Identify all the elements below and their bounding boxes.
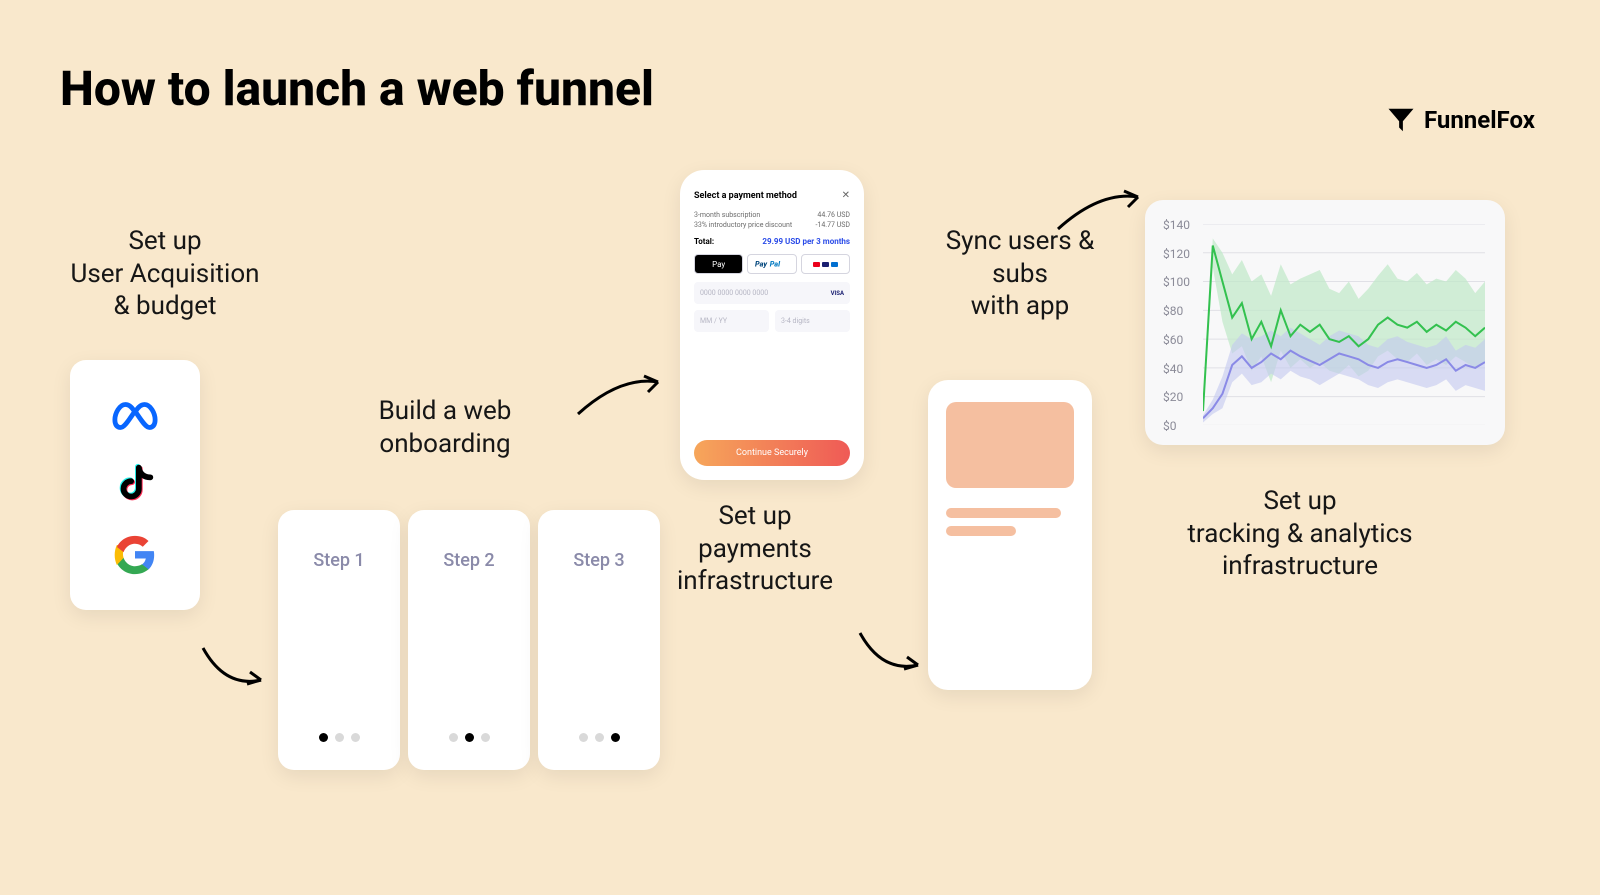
pay-total-r: 29.99 USD per 3 months — [762, 237, 850, 246]
pay-line2-r: -14.77 USD — [815, 221, 850, 229]
payment-title: Select a payment method — [694, 191, 797, 201]
analytics-card: $140 $120 $100 $80 $60 $40 $20 $0 — [1145, 200, 1505, 445]
paypal-option: PayPal — [747, 254, 796, 274]
step-3-dots — [579, 733, 620, 742]
ua-card — [70, 360, 200, 610]
brand-name: FunnelFox — [1424, 106, 1535, 134]
step-2-label: Step 2 — [443, 550, 494, 571]
arrow-1 — [195, 640, 275, 695]
sync-line-1 — [946, 508, 1061, 518]
funnelfox-icon — [1386, 105, 1416, 135]
payment-card: Select a payment method ✕ 3-month subscr… — [680, 170, 864, 480]
sync-hero-block — [946, 402, 1074, 488]
pay-line1-r: 44.76 USD — [817, 211, 850, 219]
label-payments: Set uppaymentsinfrastructure — [640, 500, 870, 598]
svg-text:Pay: Pay — [755, 259, 767, 268]
label-user-acquisition: Set upUser Acquisition& budget — [40, 225, 290, 323]
pay-line1-l: 3-month subscription — [694, 211, 760, 219]
google-icon — [112, 532, 158, 578]
step-2-dots — [449, 733, 490, 742]
step-1-label: Step 1 — [313, 550, 364, 571]
tiktok-icon — [112, 462, 158, 508]
pay-total-l: Total: — [694, 237, 714, 246]
label-analytics: Set uptracking & analyticsinfrastructure — [1145, 485, 1455, 583]
card-exp-field: MM / YY — [694, 310, 769, 332]
page-title: How to launch a web funnel — [60, 60, 654, 117]
brand-logo: FunnelFox — [1386, 105, 1535, 135]
arrow-4 — [1050, 185, 1150, 240]
step-card-3: Step 3 — [538, 510, 660, 770]
card-number-field: 0000 0000 0000 0000VISA — [694, 282, 850, 304]
sync-line-2 — [946, 526, 1016, 536]
meta-icon — [112, 392, 158, 438]
step-1-dots — [319, 733, 360, 742]
cards-option — [801, 254, 850, 274]
card-cvc-field: 3-4 digits — [775, 310, 850, 332]
arrow-2 — [570, 370, 670, 425]
label-onboarding: Build a webonboarding — [330, 395, 560, 460]
chart-y-axis: $140 $120 $100 $80 $60 $40 $20 $0 — [1163, 218, 1190, 433]
analytics-chart — [1203, 224, 1485, 425]
step-card-2: Step 2 — [408, 510, 530, 770]
step-3-label: Step 3 — [573, 550, 624, 571]
sync-card — [928, 380, 1092, 690]
continue-button: Continue Securely — [694, 440, 850, 466]
step-card-1: Step 1 — [278, 510, 400, 770]
pay-line2-l: 33% introductory price discount — [694, 221, 792, 229]
svg-text:Pal: Pal — [770, 259, 781, 268]
arrow-3 — [852, 625, 932, 680]
close-icon: ✕ — [842, 190, 850, 201]
applepay-option: Pay — [694, 254, 743, 274]
